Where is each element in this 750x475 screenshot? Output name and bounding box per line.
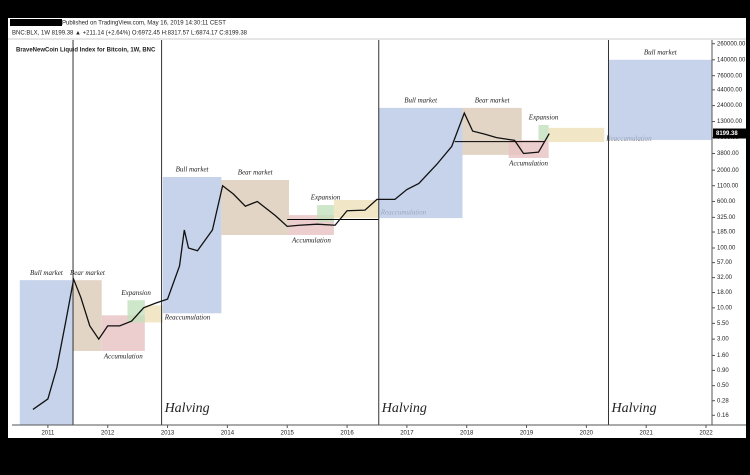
x-tick-label: 2021 — [640, 431, 654, 437]
y-tick-label: 5.50 — [717, 321, 729, 327]
price-line — [32, 111, 550, 410]
zone — [317, 205, 334, 223]
halving-label: Halving — [381, 401, 427, 416]
redaction — [10, 19, 62, 26]
y-tick-label: 10.00 — [717, 305, 733, 311]
zone — [162, 176, 222, 314]
zone-label: Accumulation — [291, 237, 331, 245]
y-tick-label: 24000.00 — [717, 103, 743, 109]
y-tick-label: 0.90 — [717, 368, 729, 374]
x-tick-label: 2011 — [41, 431, 55, 437]
zone-label: Expansion — [120, 289, 151, 297]
x-tick-label: 2015 — [281, 431, 295, 437]
zone-label: Accumulation — [103, 353, 143, 361]
zone — [508, 139, 549, 158]
y-tick-label: 3.00 — [717, 337, 729, 343]
y-tick-label: 57.00 — [717, 260, 733, 266]
published: Published on TradingView.com, May 16, 20… — [62, 21, 226, 27]
y-tick-label: 1.60 — [717, 353, 729, 359]
x-tick-label: 2020 — [580, 431, 594, 437]
y-tick-label: 0.50 — [717, 383, 729, 389]
zone-label: Bear market — [238, 169, 274, 177]
y-tick-label: 100.00 — [717, 246, 736, 252]
zone — [548, 127, 605, 143]
y-tick-label: 260000.00 — [717, 41, 746, 47]
y-tick-label: 76000.00 — [717, 73, 743, 79]
x-tick-label: 2019 — [520, 431, 534, 437]
zone — [127, 300, 145, 323]
y-tick-label: 325.00 — [717, 215, 736, 221]
y-tick-label: 140000.00 — [717, 57, 746, 63]
zone-label: Bull market — [176, 166, 210, 174]
y-tick-label: 1100.00 — [717, 183, 739, 189]
zone — [144, 305, 163, 323]
halving-label: Halving — [610, 401, 656, 416]
y-tick-label: 0.16 — [717, 413, 729, 419]
zone — [333, 200, 379, 219]
y-tick-label: 3800.00 — [717, 151, 739, 157]
y-tick-label: 185.00 — [717, 230, 736, 236]
y-tick-label: 18.00 — [717, 290, 733, 296]
zone — [538, 124, 549, 140]
y-tick-label: 600.00 — [717, 199, 736, 205]
zone — [221, 180, 290, 235]
halving-label: Halving — [164, 401, 210, 416]
zone — [608, 59, 712, 140]
x-tick-label: 2017 — [400, 431, 414, 437]
y-tick-label: 0.28 — [717, 398, 729, 404]
y-tick-label: 44000.00 — [717, 87, 743, 93]
zone — [378, 107, 463, 219]
y-tick-label: 13000.00 — [717, 119, 743, 125]
zone-label: Expansion — [528, 114, 559, 122]
zone-label: Bull market — [644, 48, 678, 56]
chart-title: BraveNewCoin Liquid Index for Bitcoin, 1… — [16, 48, 156, 54]
zone-label: Bull market — [30, 269, 64, 277]
zone-label: Expansion — [310, 194, 341, 202]
zone-label: Accumulation — [508, 160, 548, 168]
x-tick-label: 2018 — [460, 431, 474, 437]
x-tick-label: 2014 — [221, 431, 235, 437]
zone — [19, 280, 74, 425]
x-tick-label: 2022 — [699, 431, 713, 437]
zone-label: Bear market — [70, 269, 106, 277]
x-tick-label: 2012 — [101, 431, 115, 437]
last-price-box — [713, 128, 746, 139]
zone-label: Reaccumulation — [164, 314, 211, 322]
last-price-label: 8199.38 — [716, 131, 738, 137]
x-tick-label: 2013 — [161, 431, 175, 437]
quote: BNC:BLX, 1W 8199.38 ▲ +211.14 (+2.64%) O… — [12, 31, 248, 37]
zone-label: Bull market — [404, 96, 438, 104]
zone — [73, 280, 102, 351]
y-tick-label: 32.00 — [717, 275, 733, 281]
x-tick-label: 2016 — [340, 431, 354, 437]
zone-label: Bear market — [475, 96, 511, 104]
y-tick-label: 2000.00 — [717, 168, 739, 174]
